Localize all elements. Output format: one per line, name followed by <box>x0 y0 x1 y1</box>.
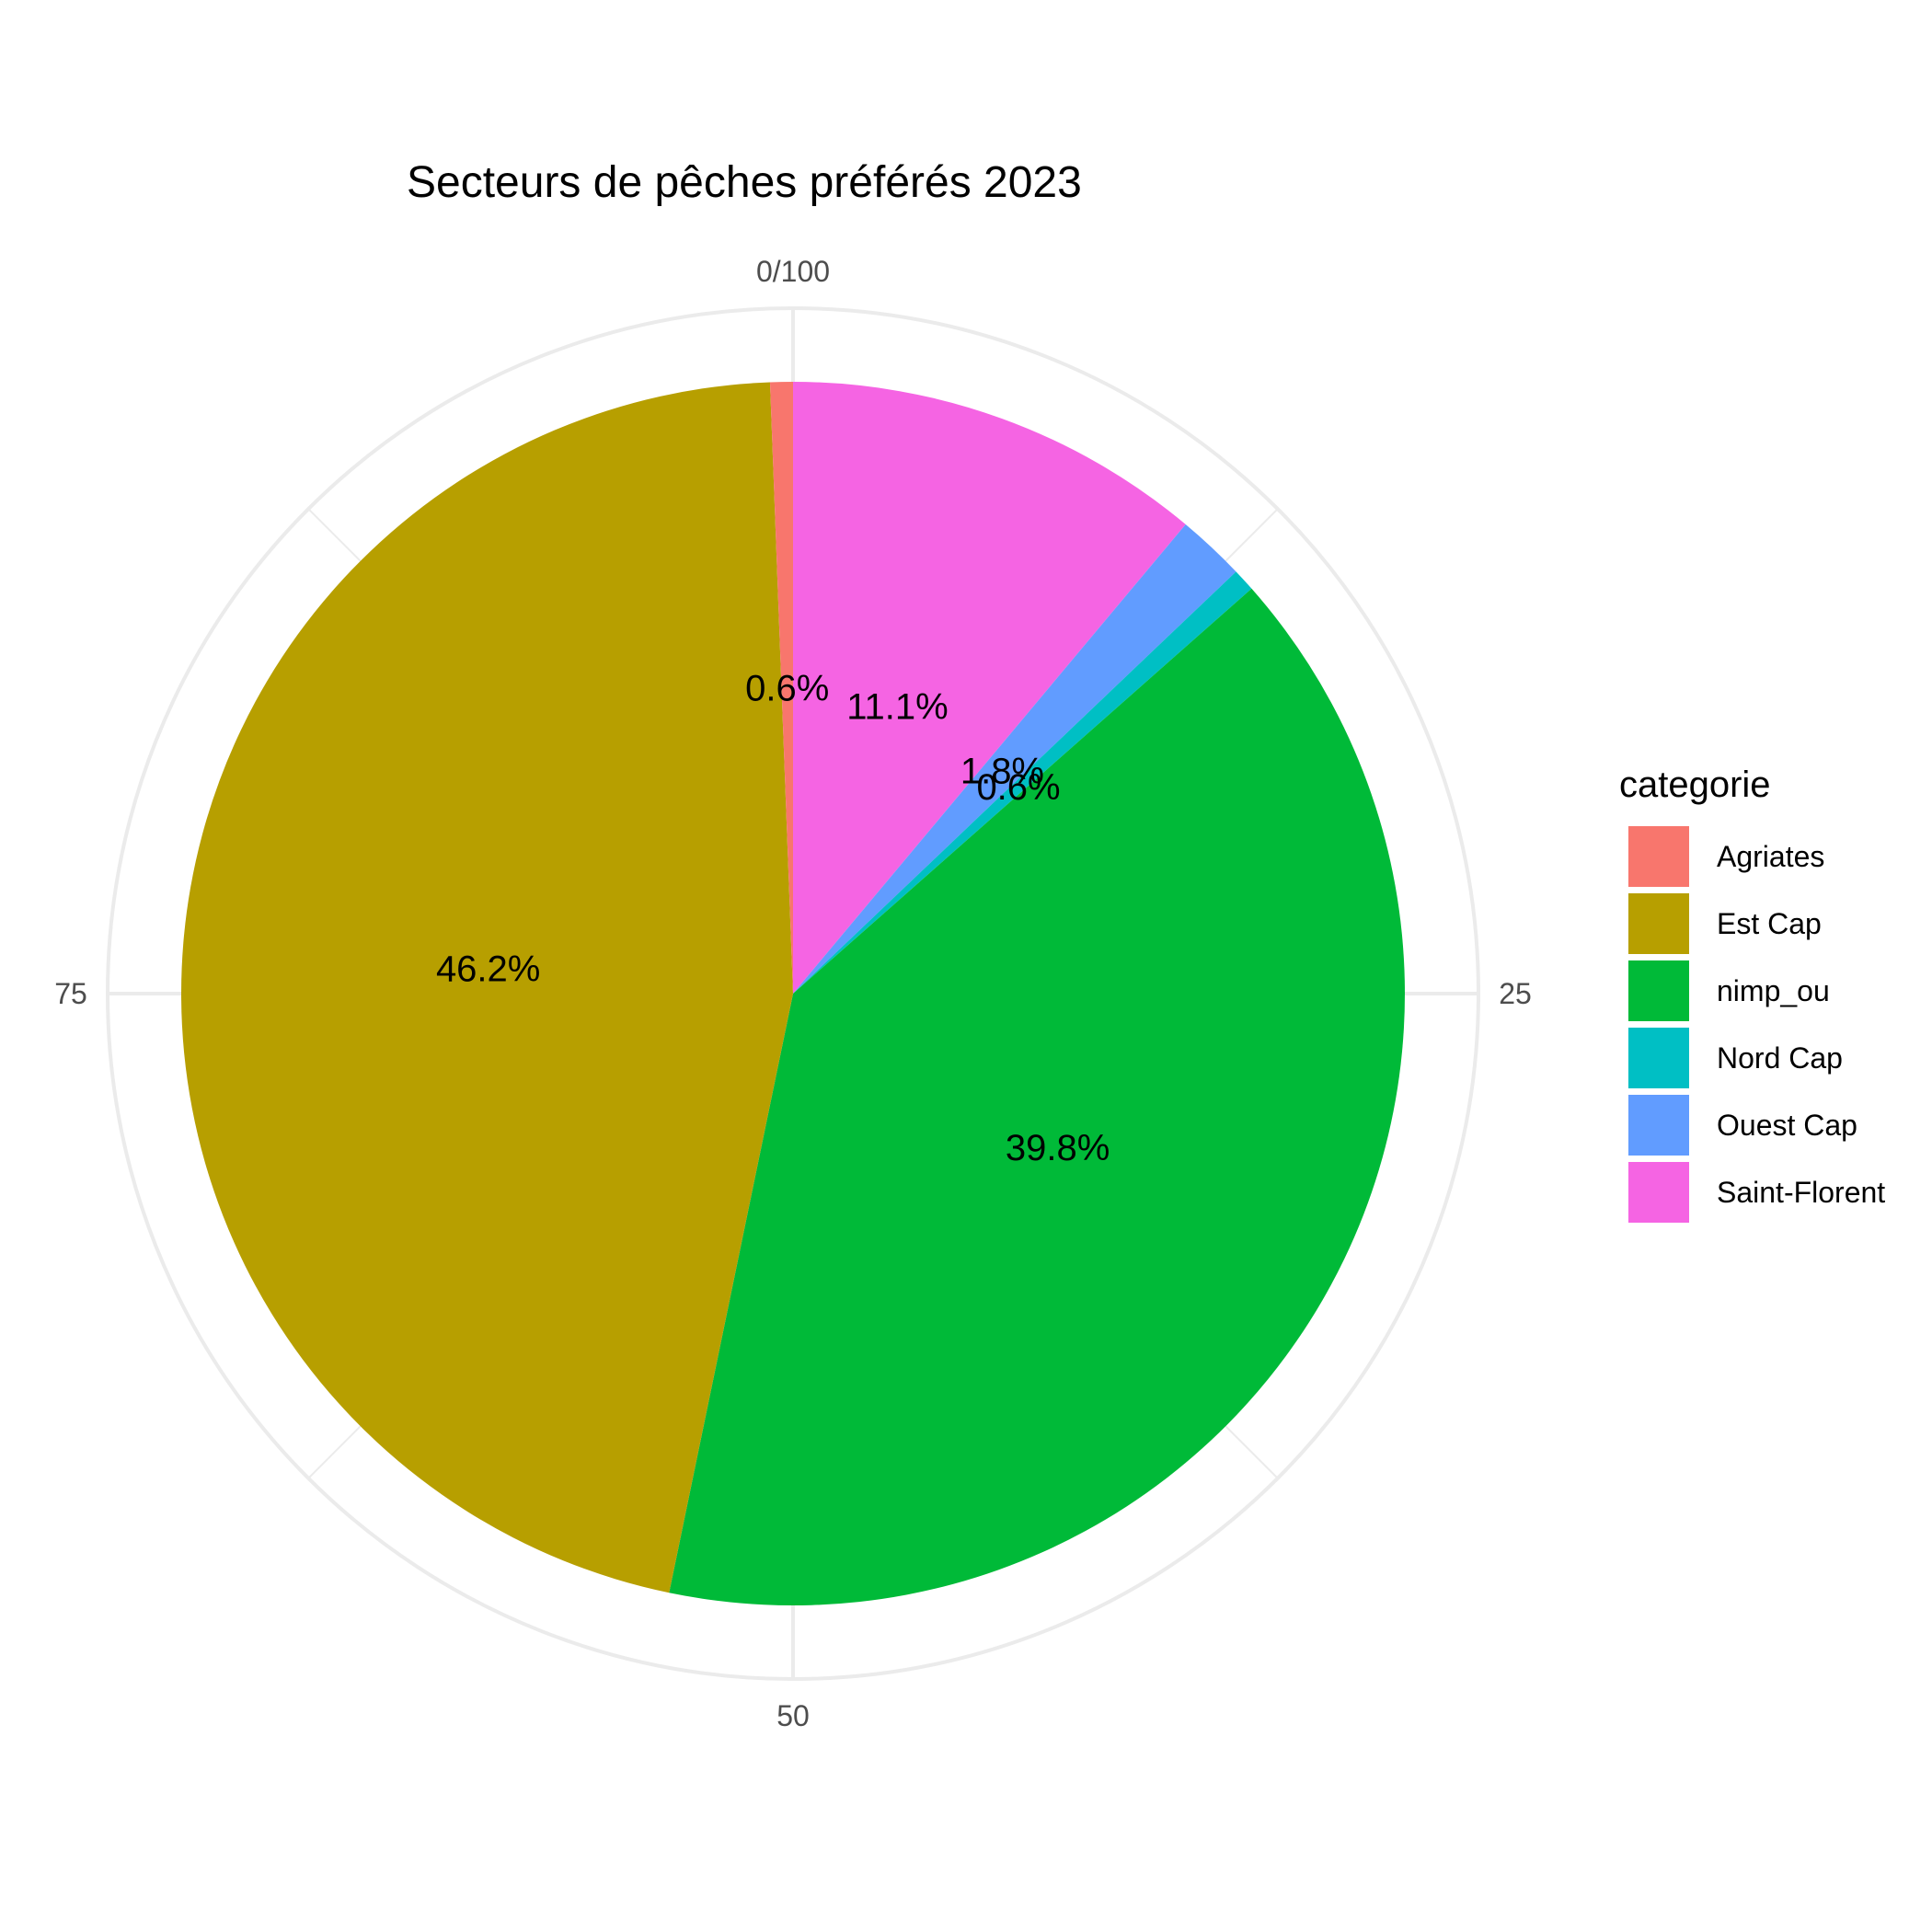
angular-ticks: 0/100 25 50 75 <box>54 255 1532 1732</box>
legend-key-nimp-ou <box>1628 960 1689 1021</box>
slice-labels: 11.1%1.8%0.6%39.8%46.2%0.6% <box>436 669 1110 1168</box>
chart-title: Secteurs de pêches préférés 2023 <box>407 158 1082 207</box>
legend-key-ouest-cap <box>1628 1095 1689 1156</box>
tick-label-0: 0/100 <box>756 255 830 288</box>
tick-label-50: 50 <box>776 1699 810 1732</box>
pie-slices <box>180 382 1406 1605</box>
slice-nimp-ou <box>669 588 1406 1605</box>
legend-label-ouest-cap: Ouest Cap <box>1717 1109 1857 1142</box>
grid-spoke <box>1225 508 1279 562</box>
grid-spoke <box>1225 1425 1279 1479</box>
slice-label-ouest-cap: 1.8% <box>960 751 1044 791</box>
slice-label-nord-cap: 0.6% <box>976 767 1060 808</box>
slice-label-agriates: 0.6% <box>745 669 829 709</box>
tick-label-75: 75 <box>54 977 87 1010</box>
slice-nord-cap <box>793 571 1252 994</box>
grid-spoke <box>307 1425 362 1479</box>
legend-key-nord-cap <box>1628 1028 1689 1088</box>
legend-label-nord-cap: Nord Cap <box>1717 1041 1843 1075</box>
polar-grid <box>106 306 1480 1681</box>
slice-est-cap <box>180 382 793 1593</box>
legend-title: categorie <box>1619 765 1771 805</box>
slice-saint-florent <box>793 382 1186 994</box>
legend-key-saint-florent <box>1628 1162 1689 1223</box>
legend: categorie Agriates Est Cap nimp_ou Nord Cap… <box>1619 765 1885 1223</box>
slice-label-est-cap: 46.2% <box>436 949 540 989</box>
legend-key-est-cap <box>1628 893 1689 954</box>
tick-label-25: 25 <box>1499 977 1532 1010</box>
legend-label-agriates: Agriates <box>1717 840 1824 873</box>
legend-items: Agriates Est Cap nimp_ou Nord Cap Ouest Cap S… <box>1628 826 1885 1223</box>
legend-label-est-cap: Est Cap <box>1717 907 1822 940</box>
legend-label-nimp-ou: nimp_ou <box>1717 974 1830 1007</box>
slice-label-saint-florent: 11.1% <box>846 686 948 727</box>
legend-key-agriates <box>1628 826 1689 887</box>
slice-ouest-cap <box>793 523 1236 994</box>
slice-agriates <box>769 382 793 994</box>
legend-label-saint-florent: Saint-Florent <box>1717 1176 1885 1209</box>
slice-label-nimp-ou: 39.8% <box>1006 1128 1110 1168</box>
grid-spoke <box>307 508 362 562</box>
